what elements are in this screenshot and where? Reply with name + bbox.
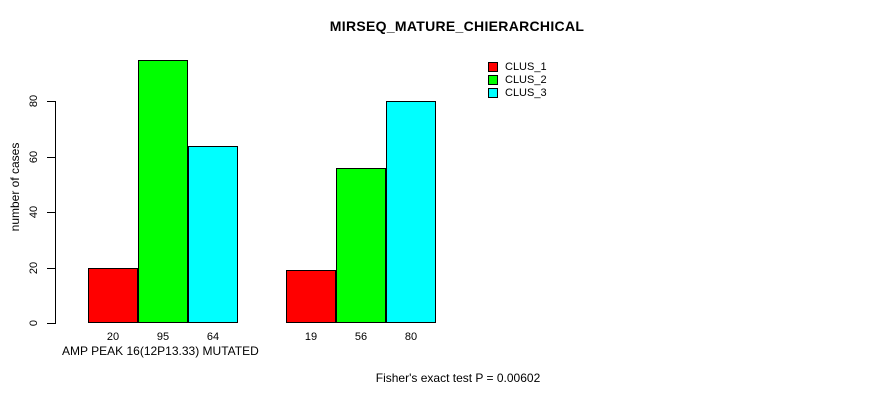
legend-label: CLUS_2 <box>505 74 547 86</box>
bar-clus_1-group1 <box>88 268 138 323</box>
bar-value-label: 20 <box>106 331 120 343</box>
bar-value-label: 56 <box>354 331 368 343</box>
bar-value-label: 64 <box>206 331 220 343</box>
fisher-test-annotation: Fisher's exact test P = 0.00602 <box>375 371 541 385</box>
bar-clus_1-group2 <box>286 270 336 323</box>
legend-swatch-icon <box>488 88 498 98</box>
bar-value-label: 95 <box>156 331 170 343</box>
bar-value-label: 19 <box>304 331 318 343</box>
y-tick-label: 20 <box>28 261 40 275</box>
legend: CLUS_1 CLUS_2 CLUS_3 <box>488 62 547 101</box>
bar-value-label: 80 <box>404 331 418 343</box>
bar-clus_2-group1 <box>138 60 188 323</box>
bar-clus_3-group1 <box>188 146 238 323</box>
bar-clus_2-group2 <box>336 168 386 323</box>
y-tick-mark <box>47 101 55 102</box>
y-tick-mark <box>47 268 55 269</box>
bar-clus_3-group2 <box>386 101 436 323</box>
x-axis-title: AMP PEAK 16(12P13.33) MUTATED <box>62 344 259 358</box>
y-tick-mark <box>47 157 55 158</box>
y-axis-title: number of cases <box>8 142 22 232</box>
y-tick-label: 80 <box>28 94 40 108</box>
legend-entry-clus_2: CLUS_2 <box>488 74 547 86</box>
y-tick-mark <box>47 323 55 324</box>
legend-entry-clus_3: CLUS_3 <box>488 87 547 99</box>
y-tick-mark <box>47 212 55 213</box>
legend-label: CLUS_1 <box>505 61 547 73</box>
y-tick-label: 60 <box>28 150 40 164</box>
legend-entry-clus_1: CLUS_1 <box>488 61 547 73</box>
y-tick-label: 40 <box>28 205 40 219</box>
legend-swatch-icon <box>488 75 498 85</box>
y-axis-line <box>55 101 56 324</box>
y-tick-label: 0 <box>28 319 40 327</box>
legend-swatch-icon <box>488 62 498 72</box>
chart-title: MIRSEQ_MATURE_CHIERARCHICAL <box>329 18 585 34</box>
legend-label: CLUS_3 <box>505 87 547 99</box>
